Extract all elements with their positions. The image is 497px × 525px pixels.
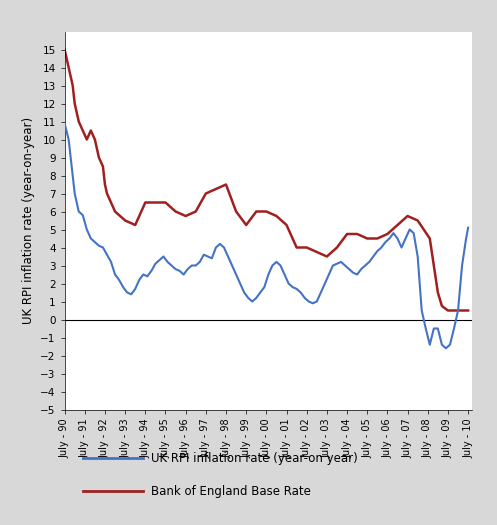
Text: UK RPI inflation rate (year-on year): UK RPI inflation rate (year-on year) <box>151 452 358 465</box>
Text: Bank of England Base Rate: Bank of England Base Rate <box>151 485 311 498</box>
Y-axis label: UK RPI inflation rate (year-on-year): UK RPI inflation rate (year-on-year) <box>22 117 35 324</box>
